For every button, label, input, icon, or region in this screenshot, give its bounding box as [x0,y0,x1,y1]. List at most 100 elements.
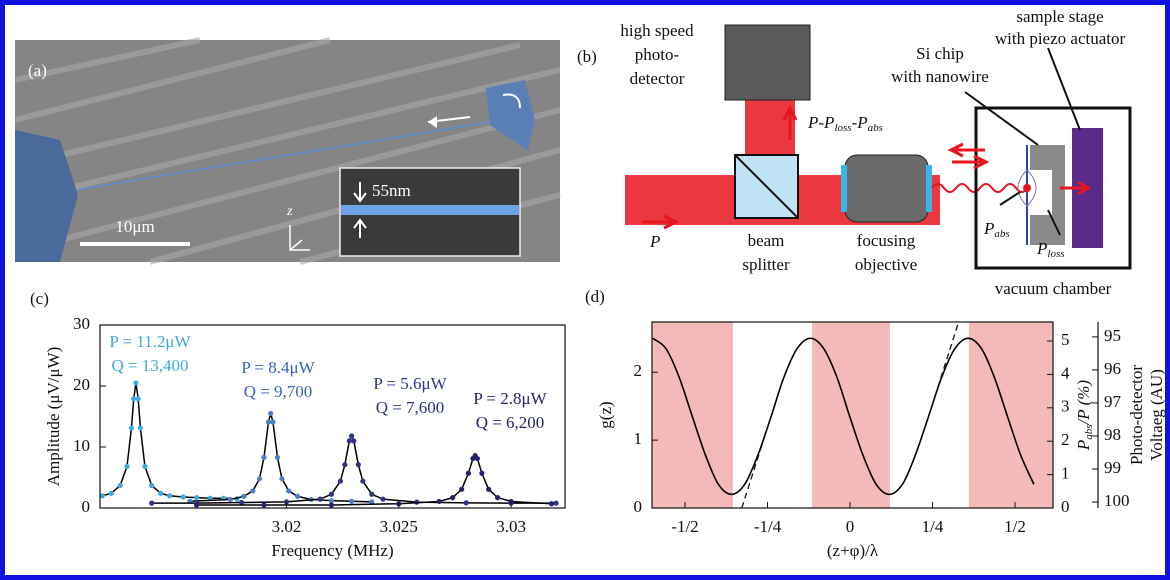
lens [926,165,932,212]
x-tick-label: 0 [846,517,855,536]
data-point [286,488,291,493]
inset-scale: 55nm [372,181,411,200]
label-part: /P (%) [1074,380,1093,426]
y-tick-label: 0 [634,497,643,516]
data-point [437,499,442,504]
chip-label: Si chip [916,44,964,63]
data-point [329,502,334,507]
annotation: P = 8.4μW [241,358,315,377]
y2-tick-label: 5 [1061,330,1070,349]
data-point [138,425,143,430]
data-point [486,487,491,492]
y2-tick-label: 0 [1061,497,1070,516]
stage-label: sample stage [1016,7,1103,26]
x-tick-label: 3.02 [272,517,302,536]
data-point [459,487,464,492]
y3-tick-label: 95 [1104,326,1121,345]
objective [845,155,928,222]
axis-label: z [286,204,293,219]
annotation: P = 11.2μW [109,332,191,351]
data-point [136,396,141,401]
chip-label: with nanowire [891,67,989,86]
y3-label: Photo-detector [1127,365,1146,465]
y-tick-label: 0 [82,497,91,516]
data-point [466,471,471,476]
annotation: Q = 6,200 [476,413,545,432]
data-point [270,419,275,424]
data-point [268,411,273,416]
x-tick-label: 1/2 [1004,517,1026,536]
data-point [109,491,114,496]
annotation: P = 5.6μW [373,374,447,393]
y2-tick-label: 2 [1061,430,1070,449]
label-part: P [1036,239,1047,258]
spot [1023,184,1031,192]
panel-a: (a) 10μm z 55nm [15,40,560,262]
annotation: P = 2.8μW [473,389,547,408]
detector [725,25,810,100]
y-axis-title: Amplitude (μV/μW) [44,347,63,487]
page: (a) 10μm z 55nm (b) high speed photo- [0,0,1170,580]
data-point [167,493,172,498]
stage-label: with piezo actuator [995,29,1126,48]
data-point [149,501,154,506]
data-point [266,419,271,424]
x-tick-label: 1/4 [922,517,944,536]
data-point [129,425,134,430]
data-point [118,483,123,488]
y3-tick-label: 100 [1104,491,1130,510]
y3-tick-label: 97 [1104,392,1122,411]
data-point [351,438,356,443]
label-part: abs [1083,424,1095,439]
data-point [158,491,163,496]
data-point [131,396,136,401]
data-point [257,476,262,481]
scale-label: 10μm [115,217,154,236]
label-part: P-P [807,113,834,132]
data-point [349,499,354,504]
annotation: Q = 9,700 [244,382,313,401]
data-point [495,495,500,500]
figure: (a) 10μm z 55nm (b) high speed photo- [0,0,1170,580]
y-tick-label: 10 [73,436,90,455]
data-point [369,492,374,497]
x-tick-label: 3.025 [380,517,418,536]
y3-tick-label: 98 [1104,425,1121,444]
y-tick-label: 2 [634,361,643,380]
y-tick-label: 20 [73,375,90,394]
lens [841,165,847,212]
data-point [450,495,455,500]
data-point [194,495,199,500]
splitter-label: splitter [742,255,790,274]
x-tick-label: 3.03 [496,517,526,536]
data-point [124,464,129,469]
panel-label: (a) [28,61,47,80]
data-point [142,464,147,469]
y2-label: Pabs/P (%) [1074,380,1095,452]
data-point [181,494,186,499]
annotation: Q = 7,600 [376,398,445,417]
y3-label: Voltaeg (AU) [1147,369,1166,461]
data-point [360,479,365,484]
label-part: P [1074,440,1093,451]
data-point [194,502,199,507]
label-part: abs [994,228,1009,240]
data-point [318,497,323,502]
data-point [347,438,352,443]
data-point [329,492,334,497]
data-point [261,502,266,507]
panel-label: (c) [30,289,49,308]
data-point [228,497,233,502]
objective-label: focusing [857,231,916,250]
label-part: P [983,219,994,238]
data-point [342,462,347,467]
x-tick-label: -1/4 [754,517,782,536]
data-point [475,456,480,461]
y2-tick-label: 3 [1061,397,1070,416]
data-point [549,501,554,506]
data-point [149,483,154,488]
detector-label: detector [630,69,685,88]
data-point [295,494,300,499]
inset-wire [341,205,519,215]
objective-label: objective [855,255,917,274]
